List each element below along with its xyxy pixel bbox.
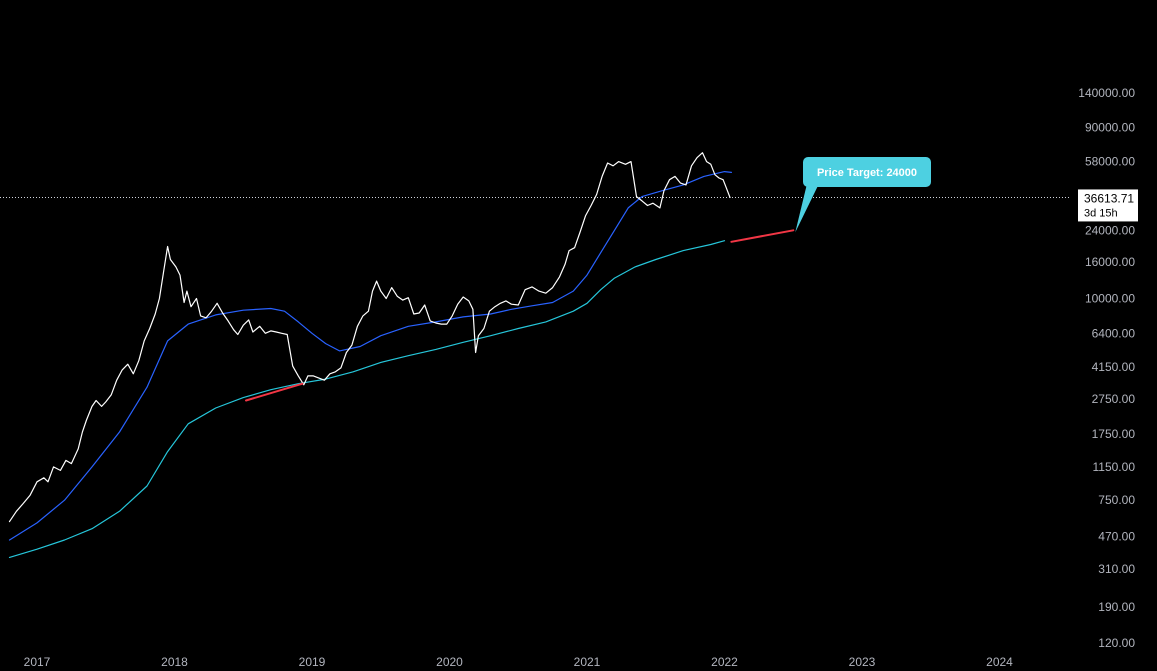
last-price-value: 36613.71 (1084, 191, 1134, 205)
y-tick-label: 1750.00 (1092, 427, 1136, 441)
y-tick-label: 16000.00 (1085, 255, 1135, 269)
callout-label: Price Target: 24000 (817, 167, 917, 179)
y-tick-label: 470.00 (1098, 530, 1135, 544)
last-price-tag-bg (1078, 189, 1138, 222)
x-tick-label: 2021 (574, 655, 601, 669)
time-axis[interactable]: 2017 2018 2019 2020 2021 2022 2023 2024 (24, 655, 1014, 669)
plot-area[interactable] (8, 152, 795, 558)
moving-average-slow-line[interactable] (8, 240, 726, 558)
y-tick-label: 4150.00 (1092, 360, 1136, 374)
y-tick-label: 2750.00 (1092, 392, 1136, 406)
last-price-tag: 36613.71 3d 15h (1078, 189, 1138, 222)
price-line[interactable] (8, 152, 731, 523)
x-tick-label: 2018 (161, 655, 188, 669)
support-trendline-2018[interactable] (245, 382, 304, 402)
projection-trendline-2022[interactable] (730, 229, 795, 243)
x-tick-label: 2022 (711, 655, 738, 669)
x-tick-label: 2019 (299, 655, 326, 669)
y-tick-label: 120.00 (1098, 636, 1135, 650)
y-tick-label: 140000.00 (1078, 86, 1135, 100)
y-tick-label: 90000.00 (1085, 120, 1135, 134)
moving-average-fast-line[interactable] (8, 171, 732, 541)
bar-countdown: 3d 15h (1084, 207, 1118, 219)
series-group (8, 152, 795, 558)
y-tick-label: 10000.00 (1085, 292, 1135, 306)
y-tick-label: 750.00 (1098, 493, 1135, 507)
x-tick-label: 2020 (436, 655, 463, 669)
y-tick-label: 1150.00 (1093, 460, 1136, 474)
price-axis[interactable]: 140000.00 90000.00 58000.00 24000.00 16000.0… (1078, 86, 1138, 650)
overlays: Price Target: 24000 (0, 157, 1070, 233)
price-target-callout[interactable]: Price Target: 24000 (795, 157, 931, 233)
callout-box (803, 157, 931, 187)
y-tick-label: 310.00 (1098, 562, 1135, 576)
y-tick-label: 24000.00 (1085, 223, 1135, 237)
x-tick-label: 2024 (986, 655, 1013, 669)
y-tick-label: 6400.00 (1092, 326, 1136, 340)
x-tick-label: 2017 (24, 655, 51, 669)
x-tick-label: 2023 (849, 655, 876, 669)
y-tick-label: 58000.00 (1085, 155, 1135, 169)
y-tick-label: 190.00 (1098, 600, 1135, 614)
